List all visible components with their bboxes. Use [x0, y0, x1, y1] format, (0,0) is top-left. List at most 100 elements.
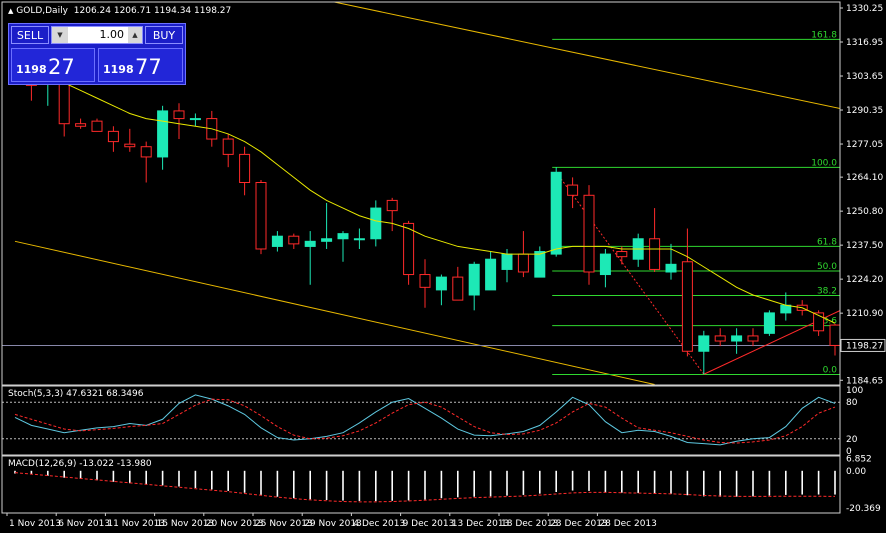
- candle-body-bearish: [91, 120, 103, 132]
- candle-body-bearish: [386, 199, 398, 212]
- candle-body-bearish: [419, 274, 431, 288]
- channel-line: [14, 240, 655, 385]
- date-axis-label: 1 Nov 2013: [9, 519, 61, 529]
- candle-body-bullish: [731, 335, 743, 342]
- candle-body-bearish: [173, 110, 185, 120]
- chart-symbol-title: GOLD,Daily: [16, 6, 68, 16]
- candlestick: [222, 133, 234, 168]
- candlestick: [567, 177, 579, 209]
- stochastic-axis-label: 0: [846, 447, 852, 457]
- date-axis-label: 6 Nov 2013: [58, 519, 110, 529]
- sell-button[interactable]: SELL: [11, 26, 49, 44]
- candlestick: [829, 323, 840, 356]
- fibonacci-level-label: 38.2: [817, 287, 837, 297]
- current-price-label: 1198.27: [846, 341, 883, 351]
- buy-price-box[interactable]: 1198 77: [98, 48, 183, 82]
- fibonacci-level-label: 61.8: [817, 237, 837, 247]
- candlestick: [91, 118, 103, 132]
- date-axis-label: 28 Dec 2013: [599, 519, 657, 529]
- candle-body-bearish: [813, 312, 825, 332]
- candlestick: [550, 167, 562, 257]
- candlestick: [452, 266, 464, 301]
- sell-price-pips: 27: [48, 55, 75, 79]
- candle-body-bullish: [189, 118, 201, 121]
- candle-body-bullish: [321, 238, 333, 242]
- buy-price-prefix: 1198: [103, 63, 134, 76]
- candle-body-bearish: [517, 253, 529, 273]
- moving-average-line: [14, 38, 836, 324]
- candle-body-bearish: [288, 235, 300, 245]
- lot-size-input[interactable]: ▼ 1.00 ▲: [51, 26, 143, 44]
- fibonacci-level-label: 23.6: [817, 317, 837, 327]
- sell-price-box[interactable]: 1198 27: [11, 48, 95, 82]
- collapse-triangle-icon[interactable]: ▲: [8, 7, 14, 15]
- stochastic-main-line: [14, 394, 836, 446]
- candle-body-bullish: [665, 263, 677, 273]
- price-axis-label: 1237.50: [846, 241, 883, 251]
- stochastic-title: Stoch(5,3,3) 47.6321 68.3496: [8, 389, 144, 399]
- price-axis-label: 1264.10: [846, 173, 883, 183]
- candle-body-bullish: [780, 304, 792, 314]
- candle-body-bullish: [337, 233, 349, 240]
- candlestick: [107, 126, 119, 152]
- candle-body-bullish: [353, 238, 365, 241]
- candlestick: [255, 179, 267, 255]
- date-axis-label: 29 Nov 2013: [304, 519, 362, 529]
- price-pane: 161.8 100.0 61.8 50.0 38.2 23.6 0.0: [2, 2, 840, 385]
- candle-body-bullish: [698, 335, 710, 352]
- candle-body-bullish: [485, 258, 497, 291]
- candle-body-bearish: [681, 261, 693, 352]
- macd-axis-label: 0.00: [846, 467, 866, 477]
- current-price-box: [840, 338, 886, 352]
- date-axis-label: 23 Dec 2013: [550, 519, 608, 529]
- macd-pane: MACD(12,26,9) -13.022 -13.980: [8, 459, 836, 503]
- candlestick: [714, 328, 726, 347]
- lot-dropdown-icon[interactable]: ▼: [52, 27, 68, 43]
- candlestick: [780, 292, 792, 321]
- price-axis-label: 1210.90: [846, 309, 883, 319]
- candle-body-bearish: [124, 143, 136, 148]
- candlestick: [534, 246, 546, 278]
- buy-button[interactable]: BUY: [145, 26, 183, 44]
- lot-spinner-icon[interactable]: ▲: [128, 27, 142, 43]
- candle-body-bullish: [599, 253, 611, 276]
- date-axis-label: 11 Nov 2013: [107, 519, 165, 529]
- sell-price-prefix: 1198: [16, 63, 47, 76]
- candle-body-bearish: [452, 276, 464, 301]
- candle-body-bullish: [435, 276, 447, 291]
- lot-size-value: 1.00: [99, 28, 125, 41]
- stochastic-signal-line: [14, 398, 836, 444]
- fibonacci-level-label: 161.8: [811, 30, 837, 40]
- candle-body-bearish: [255, 182, 267, 250]
- candlestick: [386, 197, 398, 232]
- buy-price-pips: 77: [135, 55, 162, 79]
- candle-body-bearish: [58, 82, 70, 125]
- fibonacci-level-label: 100.0: [811, 158, 837, 168]
- candle-body-bearish: [403, 222, 415, 276]
- candle-body-bearish: [747, 335, 759, 342]
- candle-body-bullish: [550, 171, 562, 255]
- candle-body-bullish: [271, 235, 283, 247]
- candle-body-bearish: [75, 123, 87, 127]
- stochastic-axis-label: 100: [846, 386, 863, 396]
- stochastic-axis-label: 20: [846, 435, 858, 445]
- candlestick: [813, 310, 825, 336]
- candlestick: [124, 128, 136, 152]
- stochastic-axis-label: 80: [846, 398, 858, 408]
- macd-axis-label: -20.369: [846, 504, 881, 514]
- candlestick: [75, 118, 87, 129]
- candlestick: [173, 103, 185, 140]
- pane-border: [1, 385, 841, 456]
- macd-signal-line: [14, 472, 836, 503]
- candlestick: [681, 228, 693, 357]
- candlestick: [370, 200, 382, 247]
- candlestick: [403, 220, 415, 285]
- candlestick: [189, 113, 201, 127]
- fibonacci-level-label: 0.0: [823, 366, 838, 376]
- candlestick: [632, 233, 644, 267]
- candlestick: [599, 248, 611, 288]
- date-axis-label: 18 Dec 2013: [501, 519, 559, 529]
- candle-body-bullish: [763, 312, 775, 334]
